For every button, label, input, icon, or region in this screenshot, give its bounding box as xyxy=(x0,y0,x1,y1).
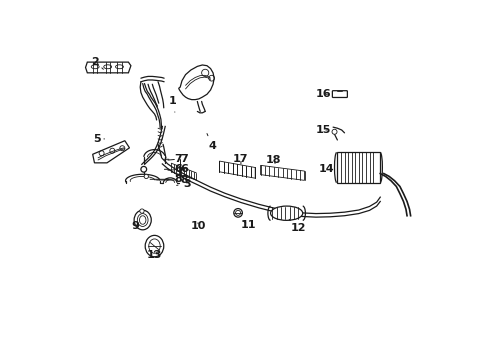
Text: 13: 13 xyxy=(146,250,162,260)
Text: 17: 17 xyxy=(233,154,248,164)
Text: 1: 1 xyxy=(169,96,177,112)
Text: 16: 16 xyxy=(315,89,330,99)
Circle shape xyxy=(331,129,336,134)
Circle shape xyxy=(144,174,148,179)
Polygon shape xyxy=(179,65,214,100)
Ellipse shape xyxy=(270,206,302,220)
Text: 8: 8 xyxy=(150,174,182,184)
Polygon shape xyxy=(85,62,131,73)
Text: 7: 7 xyxy=(164,154,182,164)
Text: 10: 10 xyxy=(190,221,205,231)
Circle shape xyxy=(233,208,242,217)
Text: 18: 18 xyxy=(265,156,280,165)
Circle shape xyxy=(140,209,144,213)
Text: 11: 11 xyxy=(240,220,255,230)
Polygon shape xyxy=(93,141,129,163)
Text: 4: 4 xyxy=(206,134,216,151)
Text: 12: 12 xyxy=(288,219,305,233)
Text: 5: 5 xyxy=(93,134,104,144)
Ellipse shape xyxy=(134,210,151,230)
FancyBboxPatch shape xyxy=(332,91,346,98)
Text: 9: 9 xyxy=(131,221,139,231)
Circle shape xyxy=(141,166,146,172)
Polygon shape xyxy=(219,161,255,178)
Text: 6: 6 xyxy=(164,164,182,174)
Text: 15: 15 xyxy=(315,125,330,135)
Ellipse shape xyxy=(145,235,163,257)
Text: 14: 14 xyxy=(318,164,334,174)
Text: 2: 2 xyxy=(91,57,103,69)
Polygon shape xyxy=(336,153,380,183)
Text: 7: 7 xyxy=(167,154,187,163)
Polygon shape xyxy=(260,165,304,180)
Text: 6: 6 xyxy=(167,164,187,174)
Text: 8: 8 xyxy=(156,175,187,185)
Text: 3: 3 xyxy=(176,179,191,189)
